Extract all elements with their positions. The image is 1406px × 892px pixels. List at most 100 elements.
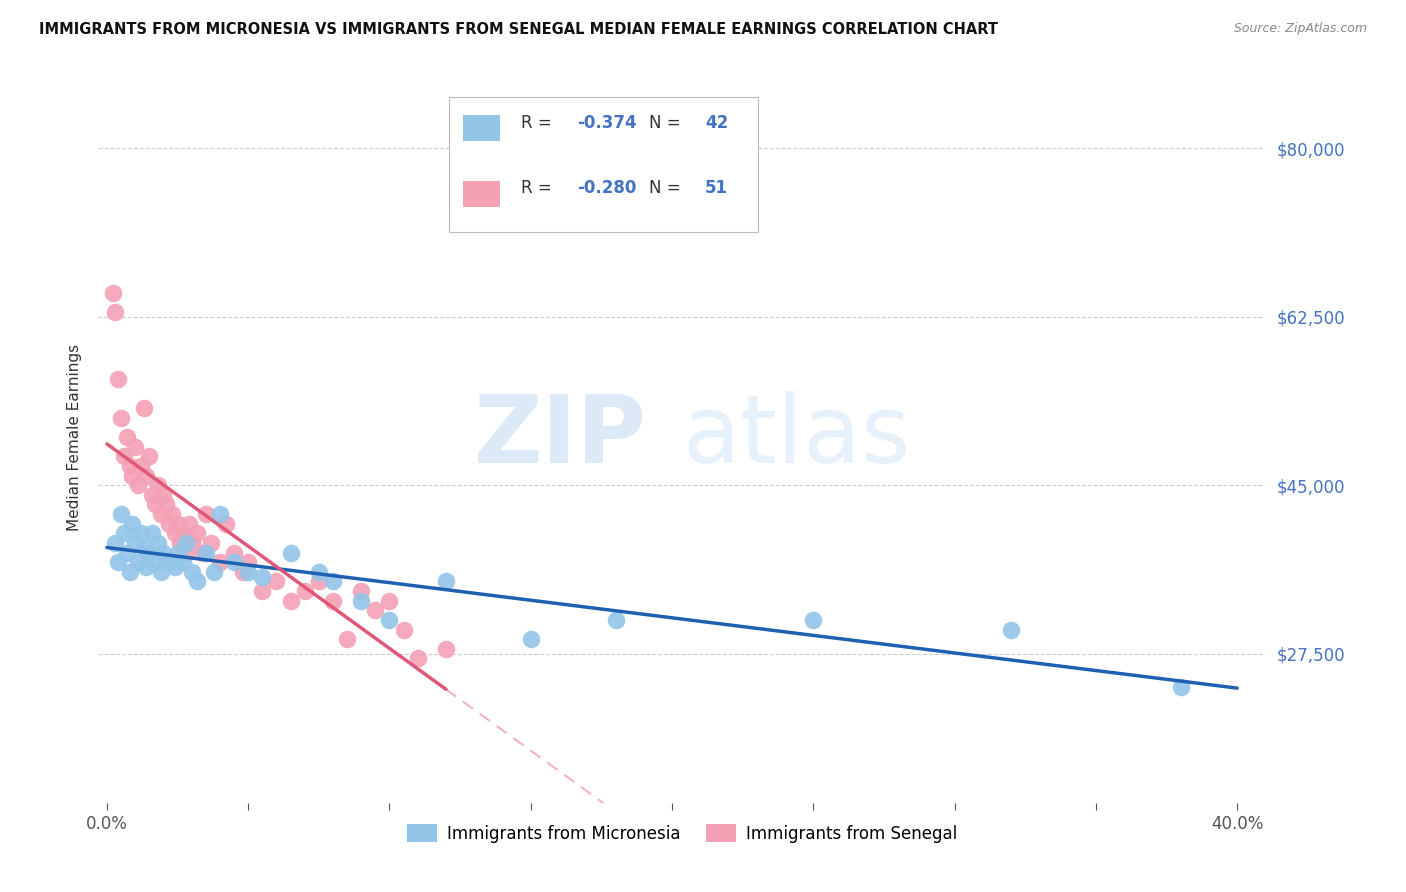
Point — [186, 526, 208, 541]
Point — [146, 478, 169, 492]
Point — [519, 632, 541, 647]
Point — [118, 565, 141, 579]
Point — [107, 372, 129, 386]
Point — [121, 516, 143, 531]
Point — [434, 574, 457, 589]
Point — [194, 545, 217, 559]
Point — [132, 401, 155, 416]
Point — [280, 593, 302, 607]
Text: 42: 42 — [706, 113, 728, 131]
Point — [434, 641, 457, 656]
Point — [112, 526, 135, 541]
Point — [149, 565, 172, 579]
Point — [127, 478, 149, 492]
Point — [129, 458, 152, 473]
Text: 51: 51 — [706, 179, 728, 197]
Point — [378, 593, 401, 607]
Text: -0.374: -0.374 — [576, 113, 637, 131]
Point — [166, 545, 188, 559]
Point — [124, 536, 146, 550]
Point — [135, 560, 157, 574]
Point — [157, 555, 180, 569]
Point — [350, 584, 373, 599]
Point — [124, 440, 146, 454]
FancyBboxPatch shape — [463, 115, 501, 141]
FancyBboxPatch shape — [463, 181, 501, 207]
Point — [231, 565, 253, 579]
Point — [112, 450, 135, 464]
Text: N =: N = — [650, 179, 686, 197]
Point — [127, 555, 149, 569]
Point — [252, 569, 274, 583]
Point — [104, 536, 127, 550]
Point — [280, 545, 302, 559]
Point — [141, 488, 163, 502]
Point — [166, 516, 188, 531]
Text: N =: N = — [650, 113, 686, 131]
Point — [350, 593, 373, 607]
Point — [200, 536, 222, 550]
Point — [208, 555, 231, 569]
Point — [392, 623, 415, 637]
FancyBboxPatch shape — [449, 97, 758, 232]
Point — [214, 516, 236, 531]
Point — [294, 584, 316, 599]
Point — [364, 603, 387, 617]
Point — [605, 613, 627, 627]
Text: IMMIGRANTS FROM MICRONESIA VS IMMIGRANTS FROM SENEGAL MEDIAN FEMALE EARNINGS COR: IMMIGRANTS FROM MICRONESIA VS IMMIGRANTS… — [39, 22, 998, 37]
Legend: Immigrants from Micronesia, Immigrants from Senegal: Immigrants from Micronesia, Immigrants f… — [401, 818, 963, 849]
Point — [138, 545, 160, 559]
Point — [202, 565, 225, 579]
Point — [149, 507, 172, 521]
Point — [174, 545, 197, 559]
Point — [194, 507, 217, 521]
Point — [801, 613, 824, 627]
Point — [252, 584, 274, 599]
Point — [169, 536, 191, 550]
Point — [180, 565, 202, 579]
Point — [308, 565, 330, 579]
Point — [163, 560, 186, 574]
Point — [110, 507, 132, 521]
Point — [177, 516, 200, 531]
Point — [155, 498, 177, 512]
Point — [121, 468, 143, 483]
Point — [160, 507, 183, 521]
Text: -0.280: -0.280 — [576, 179, 637, 197]
Point — [336, 632, 359, 647]
Point — [132, 541, 155, 555]
Text: R =: R = — [520, 179, 557, 197]
Point — [191, 545, 214, 559]
Point — [104, 305, 127, 319]
Y-axis label: Median Female Earnings: Median Female Earnings — [66, 343, 82, 531]
Point — [1170, 681, 1192, 695]
Point — [115, 430, 138, 444]
Point — [322, 574, 344, 589]
Point — [135, 468, 157, 483]
Point — [180, 536, 202, 550]
Text: Source: ZipAtlas.com: Source: ZipAtlas.com — [1233, 22, 1367, 36]
Point — [238, 565, 260, 579]
Point — [238, 555, 260, 569]
Point — [115, 545, 138, 559]
Point — [141, 526, 163, 541]
Point — [101, 285, 124, 300]
Point — [152, 488, 174, 502]
Point — [222, 555, 245, 569]
Point — [174, 536, 197, 550]
Point — [1000, 623, 1022, 637]
Point — [163, 526, 186, 541]
Point — [378, 613, 401, 627]
Point — [138, 450, 160, 464]
Point — [143, 555, 166, 569]
Text: ZIP: ZIP — [474, 391, 647, 483]
Point — [322, 593, 344, 607]
Point — [146, 536, 169, 550]
Point — [172, 555, 194, 569]
Point — [222, 545, 245, 559]
Point — [308, 574, 330, 589]
Point — [172, 526, 194, 541]
Point — [186, 574, 208, 589]
Point — [129, 526, 152, 541]
Point — [208, 507, 231, 521]
